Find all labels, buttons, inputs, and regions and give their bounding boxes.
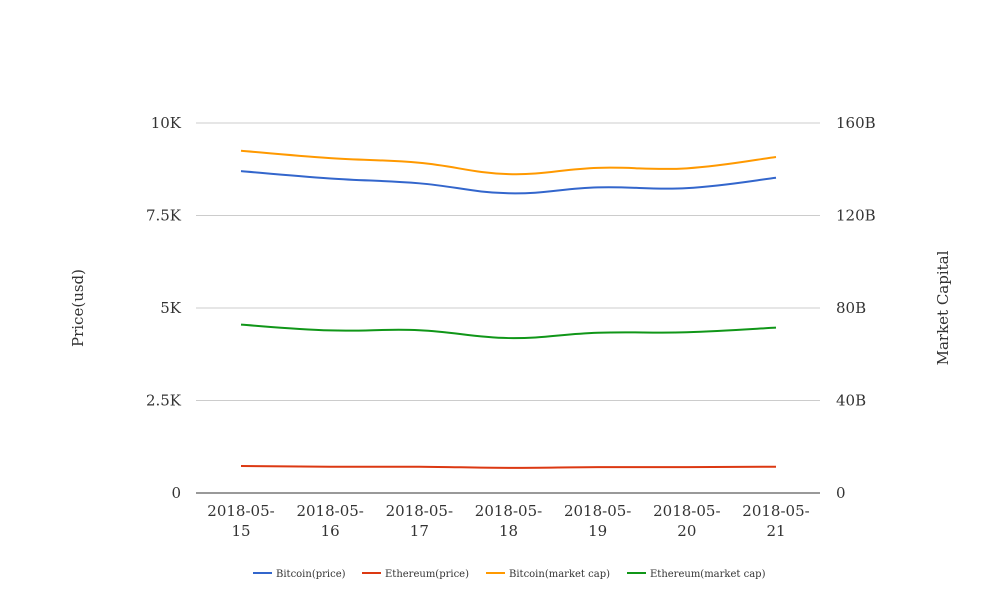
y-axis-left-title: Price(usd) xyxy=(69,269,87,347)
x-tick-label: 2018-05-16 xyxy=(296,502,363,540)
series-line-ethereum-price xyxy=(240,464,777,469)
x-tick-label: 2018-05-19 xyxy=(564,502,631,540)
legend-label: Bitcoin(price) xyxy=(276,569,346,580)
y-left-tick-label: 5K xyxy=(160,299,182,317)
y-right-tick-label: 0 xyxy=(836,484,846,502)
x-tick-label: 2018-05-20 xyxy=(653,502,720,540)
y-right-tick-label: 160B xyxy=(836,114,876,132)
series-line-bitcoin-price xyxy=(240,170,777,195)
legend-label: Bitcoin(market cap) xyxy=(509,569,610,580)
y-axis-right-title: Market Capital xyxy=(934,250,952,365)
x-tick-label: 2018-05-21 xyxy=(742,502,809,540)
x-tick-label: 2018-05-15 xyxy=(207,502,274,540)
y-axis-right: 0 40B 80B 120B 160B xyxy=(836,114,876,502)
y-left-tick-label: 10K xyxy=(151,114,182,132)
y-left-tick-label: 0 xyxy=(171,484,181,502)
legend: Bitcoin(price) Ethereum(price) Bitcoin(mar… xyxy=(253,569,766,580)
gridlines xyxy=(196,122,820,494)
x-tick-label: 2018-05-18 xyxy=(475,502,542,540)
x-tick-label: 2018-05-17 xyxy=(386,502,453,540)
series-line-bitcoin-market-cap xyxy=(240,149,777,176)
legend-label: Ethereum(price) xyxy=(385,569,469,580)
y-right-tick-label: 120B xyxy=(836,207,876,225)
x-axis: 2018-05-15 2018-05-16 2018-05-17 2018-05-18… xyxy=(207,502,809,540)
y-left-tick-label: 2.5K xyxy=(146,392,182,410)
y-axis-left: 0 2.5K 5K 7.5K 10K xyxy=(146,114,182,502)
series-line-ethereum-market-cap xyxy=(240,323,777,340)
y-right-tick-label: 40B xyxy=(836,392,866,410)
y-right-tick-label: 80B xyxy=(836,299,866,317)
legend-label: Ethereum(market cap) xyxy=(650,569,766,580)
y-left-tick-label: 7.5K xyxy=(146,207,182,225)
series-lines xyxy=(240,149,777,469)
